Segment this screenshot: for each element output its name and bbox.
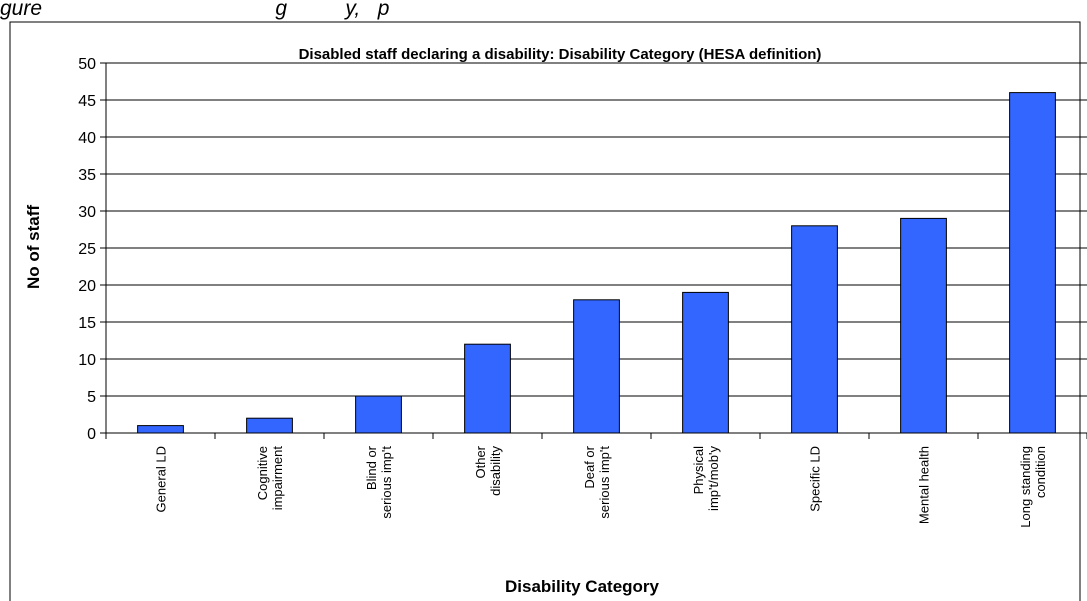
bar — [573, 299, 620, 434]
bar — [900, 217, 947, 434]
category-label-line: serious imp't — [379, 446, 394, 519]
category-label: Otherdisability — [473, 445, 503, 496]
y-tick-label: 15 — [78, 315, 96, 332]
category-label-line: Blind or — [364, 445, 379, 490]
category-label-text: Physicalimp't/mob'y — [691, 446, 721, 511]
category-label-text: Otherdisability — [473, 445, 503, 496]
category-label-line: Deaf or — [582, 445, 597, 488]
category-label-line: imp't/mob'y — [706, 446, 721, 511]
category-label: Long standingcondition — [1018, 446, 1048, 528]
bar — [1009, 92, 1056, 434]
category-label: Blind orserious imp't — [364, 445, 394, 518]
category-label-line: serious imp't — [597, 446, 612, 519]
bar — [464, 343, 511, 434]
category-label: Mental health — [917, 446, 932, 524]
category-label-text: Specific LD — [808, 446, 823, 512]
y-tick-label: 30 — [78, 204, 96, 221]
category-label-line: General LD — [154, 446, 169, 512]
category-label-line: Mental health — [917, 446, 932, 524]
figure-caption: gure g y, p — [0, 0, 389, 20]
chart-title: Disabled staff declaring a disability: D… — [299, 46, 822, 63]
y-tick-label: 40 — [78, 130, 96, 147]
y-tick-label: 10 — [78, 352, 96, 369]
category-labels: General LD Cognitiveimpairment Blind orser… — [154, 445, 1049, 527]
category-label-line: Specific LD — [808, 446, 823, 512]
category-label-line: Other — [473, 445, 488, 478]
y-axis-title: No of staff — [24, 205, 43, 289]
y-tick-label: 35 — [78, 167, 96, 184]
x-axis-title: Disability Category — [505, 577, 660, 596]
category-label-text: Mental health — [917, 446, 932, 524]
bar — [246, 417, 293, 434]
category-label-text: General LD — [154, 446, 169, 512]
category-label: Cognitiveimpairment — [255, 446, 285, 511]
category-label-line: condition — [1033, 446, 1048, 498]
category-label: Deaf orserious imp't — [582, 445, 612, 518]
axes — [100, 62, 1087, 439]
bar — [682, 291, 729, 434]
y-tick-label: 0 — [87, 426, 96, 443]
category-label: General LD — [154, 446, 169, 512]
y-tick-label: 45 — [78, 93, 96, 110]
category-label-line: disability — [488, 446, 503, 496]
category-label-line: Cognitive — [255, 446, 270, 500]
category-label-line: Physical — [691, 446, 706, 495]
y-tick-label: 50 — [78, 56, 96, 73]
bar — [355, 395, 402, 434]
category-label-text: Long standingcondition — [1018, 446, 1048, 528]
y-tick-label: 20 — [78, 278, 96, 295]
category-label: Specific LD — [808, 446, 823, 512]
bar — [137, 425, 184, 434]
category-label: Physicalimp't/mob'y — [691, 446, 721, 511]
y-tick-label: 25 — [78, 241, 96, 258]
category-label-text: Cognitiveimpairment — [255, 446, 285, 511]
category-label-line: Long standing — [1018, 446, 1033, 528]
category-label-line: impairment — [270, 446, 285, 511]
y-tick-label: 5 — [87, 389, 96, 406]
y-tick-labels: 0 5 10 15 20 25 30 35 40 45 50 — [78, 56, 96, 443]
category-label-text: Deaf orserious imp't — [582, 445, 612, 518]
category-label-text: Blind orserious imp't — [364, 445, 394, 518]
bar — [791, 225, 838, 434]
